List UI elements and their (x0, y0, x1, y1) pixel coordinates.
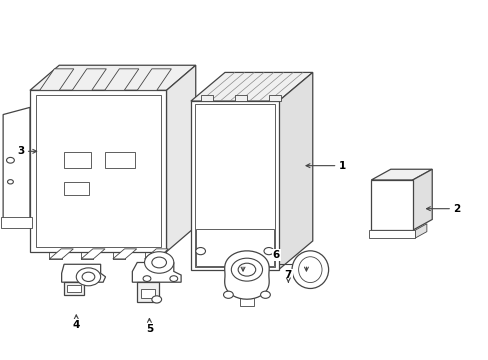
Circle shape (82, 272, 95, 282)
Text: 4: 4 (72, 315, 80, 330)
Polygon shape (166, 65, 195, 252)
Circle shape (144, 252, 173, 273)
Bar (105, 152, 135, 168)
Bar (194, 104, 274, 267)
Polygon shape (72, 69, 106, 90)
Polygon shape (370, 169, 431, 180)
Polygon shape (190, 101, 278, 270)
Polygon shape (224, 251, 268, 299)
Polygon shape (370, 180, 412, 230)
Ellipse shape (291, 251, 328, 288)
Bar (67, 285, 81, 292)
Polygon shape (30, 65, 195, 90)
Bar (195, 229, 273, 266)
Circle shape (76, 268, 101, 286)
Bar (64, 182, 88, 195)
Text: 2: 2 (426, 204, 459, 214)
Text: 5: 5 (145, 319, 153, 334)
Circle shape (231, 258, 262, 281)
Bar (200, 95, 212, 101)
Ellipse shape (298, 257, 322, 283)
Polygon shape (132, 262, 181, 282)
Polygon shape (30, 90, 166, 252)
Polygon shape (104, 69, 139, 90)
Polygon shape (368, 230, 414, 238)
Circle shape (169, 276, 177, 282)
Text: 3: 3 (18, 146, 37, 156)
Polygon shape (49, 249, 73, 259)
Circle shape (152, 296, 161, 303)
Circle shape (223, 291, 233, 298)
Text: 7: 7 (284, 270, 291, 280)
Polygon shape (40, 69, 74, 90)
Circle shape (7, 180, 13, 184)
Polygon shape (412, 169, 431, 230)
Bar (268, 95, 281, 101)
Bar (64, 152, 91, 168)
Polygon shape (3, 107, 30, 228)
Polygon shape (61, 264, 105, 282)
Circle shape (195, 248, 205, 255)
Circle shape (260, 291, 270, 298)
Polygon shape (278, 72, 312, 270)
Polygon shape (414, 224, 426, 238)
Polygon shape (0, 217, 32, 228)
Polygon shape (137, 69, 171, 90)
Circle shape (6, 157, 14, 163)
Bar (234, 95, 246, 101)
Polygon shape (239, 297, 254, 306)
Polygon shape (190, 72, 312, 101)
Polygon shape (137, 282, 159, 302)
Polygon shape (64, 282, 83, 295)
Circle shape (143, 276, 151, 282)
Text: 1: 1 (305, 161, 345, 171)
Bar (36, 95, 160, 247)
Polygon shape (81, 249, 105, 259)
Text: 6: 6 (272, 250, 279, 260)
Circle shape (238, 263, 255, 276)
Circle shape (264, 248, 273, 255)
Polygon shape (144, 249, 168, 259)
Bar (141, 289, 155, 298)
Circle shape (152, 257, 166, 268)
Polygon shape (113, 249, 137, 259)
